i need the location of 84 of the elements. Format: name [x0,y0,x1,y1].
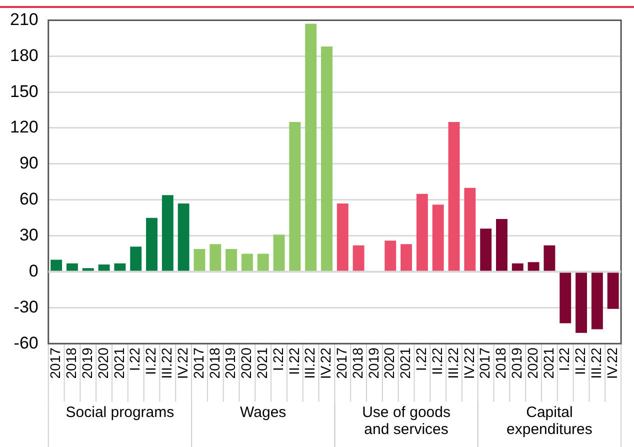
y-tick-label: 60 [19,190,38,209]
bar [305,24,317,271]
x-tick-label: 2019 [365,347,382,379]
y-tick-label: 210 [10,10,38,29]
bar [146,218,158,271]
x-tick-label: II.22 [142,347,159,375]
bar [448,122,460,271]
bar [591,272,603,330]
x-tick-label: 2019 [508,347,524,379]
x-tick-label: I.22 [270,347,286,371]
x-tick-label: 2018 [63,347,80,379]
bar [496,219,508,271]
bar [226,248,238,271]
x-tick-label: I.22 [413,347,430,371]
bar [114,263,126,271]
x-tick-label: 2017 [47,347,64,379]
x-tick-label: 2019 [78,347,95,379]
bar [98,264,110,271]
bar [273,234,285,271]
x-tick-label: II.22 [572,347,588,375]
x-tick-label: 2017 [476,347,493,379]
x-tick-label: II.22 [428,347,445,375]
bar [162,195,174,271]
y-tick-label: 120 [10,118,38,137]
bar [400,244,412,271]
bar [289,122,301,271]
x-tick-label: IV.22 [174,347,190,379]
bar [257,254,269,271]
bar [416,194,428,271]
y-tick-label: 150 [10,82,38,101]
text: Wages [240,404,286,422]
x-tick-label: 2021 [110,347,127,379]
x-tick-label: III.22 [444,347,461,379]
bar [130,246,142,271]
x-tick-label: 2019 [222,347,238,379]
x-tick-label: 2020 [238,347,254,379]
x-tick-label: II.22 [286,347,302,375]
bar [560,272,572,324]
bar [321,46,332,271]
x-tick-label: IV.22 [460,347,477,379]
bar [576,272,587,333]
bar [432,204,444,271]
bar [384,240,396,271]
x-tick-label: 2018 [206,347,222,379]
x-tick-label: IV.22 [318,347,334,379]
bar [194,248,206,271]
x-tick-label: 2020 [94,347,111,379]
y-tick-label: -60 [14,333,38,352]
x-tick-label: 2017 [190,347,206,379]
text: Use of goods and services [362,404,450,438]
text: Capital expenditures [506,404,592,438]
bar [464,188,476,271]
bar [528,262,540,271]
bar [66,263,78,271]
x-tick-label: 2021 [540,347,556,379]
bar [50,260,62,271]
bar [544,245,556,271]
x-tick-label: 2018 [349,347,366,379]
bar [480,228,492,271]
bar [512,263,524,271]
y-tick-label: 180 [10,46,38,65]
y-tick-label: 30 [19,225,38,244]
y-tick-label: 0 [28,261,38,280]
x-tick-label: IV.22 [604,347,620,379]
x-tick-label: I.22 [556,347,572,371]
x-tick-label: III.22 [302,347,318,379]
y-tick-label: -30 [14,297,38,316]
x-tick-label: I.22 [126,347,143,371]
bar [241,254,253,271]
x-tick-label: III.22 [588,347,604,379]
x-tick-label: 2020 [381,347,398,379]
x-tick-label: 2017 [334,347,350,379]
x-tick-label: 2021 [397,347,414,379]
bar [607,272,619,309]
bar [210,244,222,271]
y-tick-label: 90 [19,154,38,173]
x-tick-label: III.22 [158,347,175,379]
bar [336,203,348,271]
bar [352,245,364,271]
bar [178,203,190,271]
x-tick-label: 2021 [254,347,270,379]
text: Social programs [66,404,174,422]
x-tick-label: 2018 [492,347,509,379]
x-tick-label: 2020 [524,347,540,379]
